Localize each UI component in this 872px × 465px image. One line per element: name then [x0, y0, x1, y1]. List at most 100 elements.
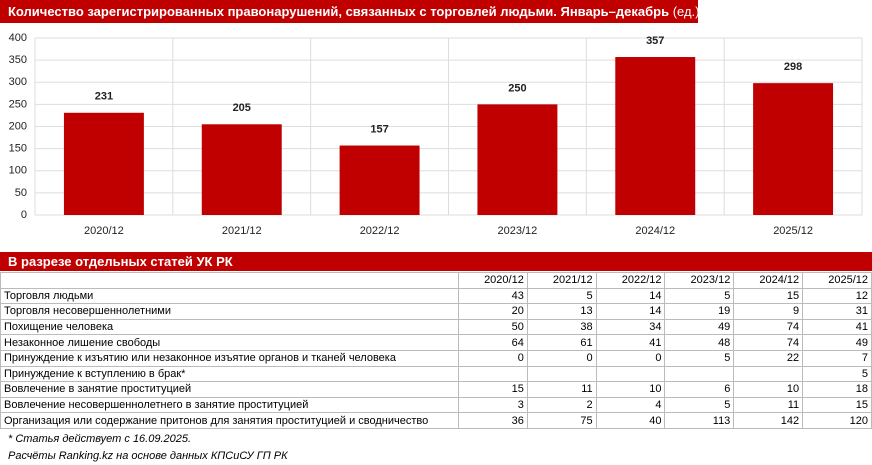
- x-tick-label: 2020/12: [84, 225, 124, 237]
- header-row: 2020/12 2021/12 2022/12 2023/12 2024/12 2025/…: [0, 272, 872, 289]
- cell: 142: [733, 412, 804, 429]
- column-header: 2020/12: [458, 272, 528, 289]
- column-header: 2024/12: [733, 272, 804, 289]
- cell: 113: [664, 412, 735, 429]
- cell: 5: [526, 287, 597, 305]
- cell: 49: [664, 318, 735, 336]
- y-tick-label: 200: [9, 120, 27, 132]
- table-row: Вовлечение несовершеннолетнего в занятие…: [0, 396, 872, 414]
- cell: 10: [595, 381, 666, 398]
- table-title: В разрезе отдельных статей УК РК: [0, 252, 872, 271]
- cell: 12: [802, 287, 872, 305]
- column-header: 2022/12: [595, 272, 666, 289]
- cell: 31: [802, 303, 872, 320]
- cell: 50: [458, 318, 528, 336]
- cell: 34: [595, 318, 666, 336]
- y-tick-label: 100: [9, 165, 27, 177]
- cell: 15: [458, 381, 528, 398]
- cell: 5: [802, 365, 872, 383]
- row-label: Похищение человека: [0, 318, 459, 336]
- bar: [477, 104, 558, 215]
- y-tick-label: 300: [9, 76, 27, 88]
- row-label: Торговля несовершеннолетними: [0, 303, 459, 320]
- row-label: Незаконное лишение свободы: [0, 334, 459, 351]
- source: Расчёты Ranking.kz на основе данных КПСи…: [8, 450, 288, 462]
- value-label: 205: [233, 102, 251, 114]
- row-label: Вовлечение в занятие проституцией: [0, 381, 459, 398]
- value-label: 250: [508, 82, 526, 94]
- cell: 41: [595, 334, 666, 351]
- cell: 2: [526, 396, 597, 414]
- cell: [733, 365, 804, 383]
- cell: [458, 365, 528, 383]
- cell: [526, 365, 597, 383]
- table-row: Торговля людьми 43 5 14 5 15 12: [0, 287, 872, 305]
- table-row: Торговля несовершеннолетними 20 13 14 19 9 31: [0, 303, 872, 320]
- cell: 74: [733, 318, 804, 336]
- table-row: Принуждение к изъятию или незаконное изъ…: [0, 349, 872, 367]
- table-row: Организация или содержание притонов для …: [0, 412, 872, 429]
- chart-title: Количество зарегистрированных правонаруш…: [8, 4, 670, 19]
- bar: [615, 57, 696, 216]
- y-tick-label: 250: [9, 98, 27, 110]
- column-header: 2021/12: [526, 272, 597, 289]
- y-tick-label: 400: [9, 32, 27, 44]
- cell: 48: [664, 334, 735, 351]
- y-tick-label: 0: [21, 209, 27, 221]
- row-label: Вовлечение несовершеннолетнего в занятие…: [0, 396, 459, 414]
- cell: 0: [526, 349, 597, 367]
- row-label: Принуждение к вступлению в брак*: [0, 365, 459, 383]
- cell: 11: [526, 381, 597, 398]
- cell: 4: [595, 396, 666, 414]
- chart-unit: (ед.): [672, 4, 700, 19]
- cell: [664, 365, 735, 383]
- cell: 38: [526, 318, 597, 336]
- cell: 41: [802, 318, 872, 336]
- bar: [753, 83, 834, 215]
- data-table: 2020/12 2021/12 2022/12 2023/12 2024/12 2025/…: [0, 272, 872, 429]
- cell: 14: [595, 287, 666, 305]
- value-label: 157: [370, 123, 388, 135]
- header-blank: [0, 272, 459, 289]
- cell: [595, 365, 666, 383]
- cell: 18: [802, 381, 872, 398]
- row-label: Торговля людьми: [0, 287, 459, 305]
- cell: 14: [595, 303, 666, 320]
- column-header: 2025/12: [802, 272, 872, 289]
- cell: 7: [802, 349, 872, 367]
- cell: 15: [733, 287, 804, 305]
- cell: 74: [733, 334, 804, 351]
- x-tick-label: 2022/12: [360, 225, 400, 237]
- cell: 5: [664, 349, 735, 367]
- row-label: Принуждение к изъятию или незаконное изъ…: [0, 349, 459, 367]
- value-label: 357: [646, 35, 664, 47]
- cell: 40: [595, 412, 666, 429]
- y-tick-label: 50: [15, 187, 27, 199]
- y-tick-label: 350: [9, 54, 27, 66]
- table-row: Незаконное лишение свободы 64 61 41 48 74 49: [0, 334, 872, 351]
- bar: [63, 112, 144, 215]
- cell: 64: [458, 334, 528, 351]
- y-tick-label: 150: [9, 143, 27, 155]
- value-label: 298: [784, 61, 802, 73]
- cell: 11: [733, 396, 804, 414]
- cell: 9: [733, 303, 804, 320]
- footnote: * Статья действует с 16.09.2025.: [8, 433, 192, 445]
- x-tick-label: 2021/12: [222, 225, 262, 237]
- cell: 61: [526, 334, 597, 351]
- bar: [339, 145, 420, 215]
- cell: 0: [595, 349, 666, 367]
- cell: 10: [733, 381, 804, 398]
- cell: 5: [664, 287, 735, 305]
- x-tick-label: 2023/12: [498, 225, 538, 237]
- chart-title-bar: Количество зарегистрированных правонаруш…: [0, 0, 700, 23]
- cell: 75: [526, 412, 597, 429]
- row-label: Организация или содержание притонов для …: [0, 412, 459, 429]
- table-row: Похищение человека 50 38 34 49 74 41: [0, 318, 872, 336]
- cell: 3: [458, 396, 528, 414]
- cell: 0: [458, 349, 528, 367]
- cell: 13: [526, 303, 597, 320]
- cell: 15: [802, 396, 872, 414]
- cell: 6: [664, 381, 735, 398]
